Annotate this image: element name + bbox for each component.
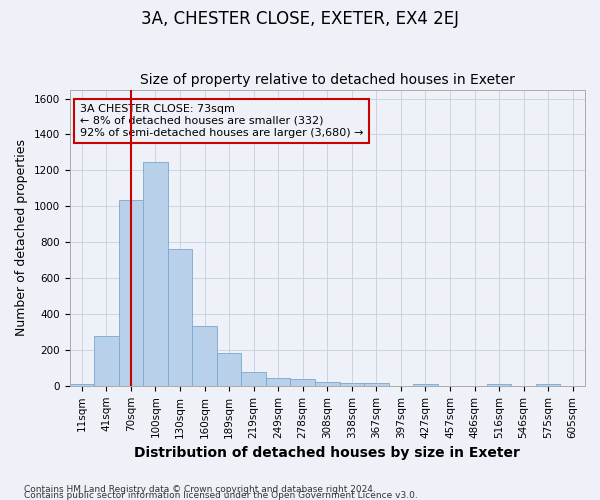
Y-axis label: Number of detached properties: Number of detached properties [15, 139, 28, 336]
Text: 3A, CHESTER CLOSE, EXETER, EX4 2EJ: 3A, CHESTER CLOSE, EXETER, EX4 2EJ [141, 10, 459, 28]
Bar [94, 336, 119, 386]
Bar [266, 378, 290, 386]
Bar [192, 326, 217, 386]
Bar [364, 382, 389, 386]
Bar [315, 382, 340, 386]
Title: Size of property relative to detached houses in Exeter: Size of property relative to detached ho… [140, 73, 515, 87]
Bar [70, 384, 94, 386]
Bar [290, 379, 315, 386]
Bar [217, 354, 241, 386]
X-axis label: Distribution of detached houses by size in Exeter: Distribution of detached houses by size … [134, 446, 520, 460]
Bar [340, 383, 364, 386]
Bar [119, 200, 143, 386]
Bar [536, 384, 560, 386]
Bar [168, 250, 192, 386]
Bar [413, 384, 438, 386]
Text: 3A CHESTER CLOSE: 73sqm
← 8% of detached houses are smaller (332)
92% of semi-de: 3A CHESTER CLOSE: 73sqm ← 8% of detached… [80, 104, 364, 138]
Bar [487, 384, 511, 386]
Text: Contains HM Land Registry data © Crown copyright and database right 2024.: Contains HM Land Registry data © Crown c… [24, 484, 376, 494]
Text: Contains public sector information licensed under the Open Government Licence v3: Contains public sector information licen… [24, 490, 418, 500]
Bar [241, 372, 266, 386]
Bar [143, 162, 168, 386]
